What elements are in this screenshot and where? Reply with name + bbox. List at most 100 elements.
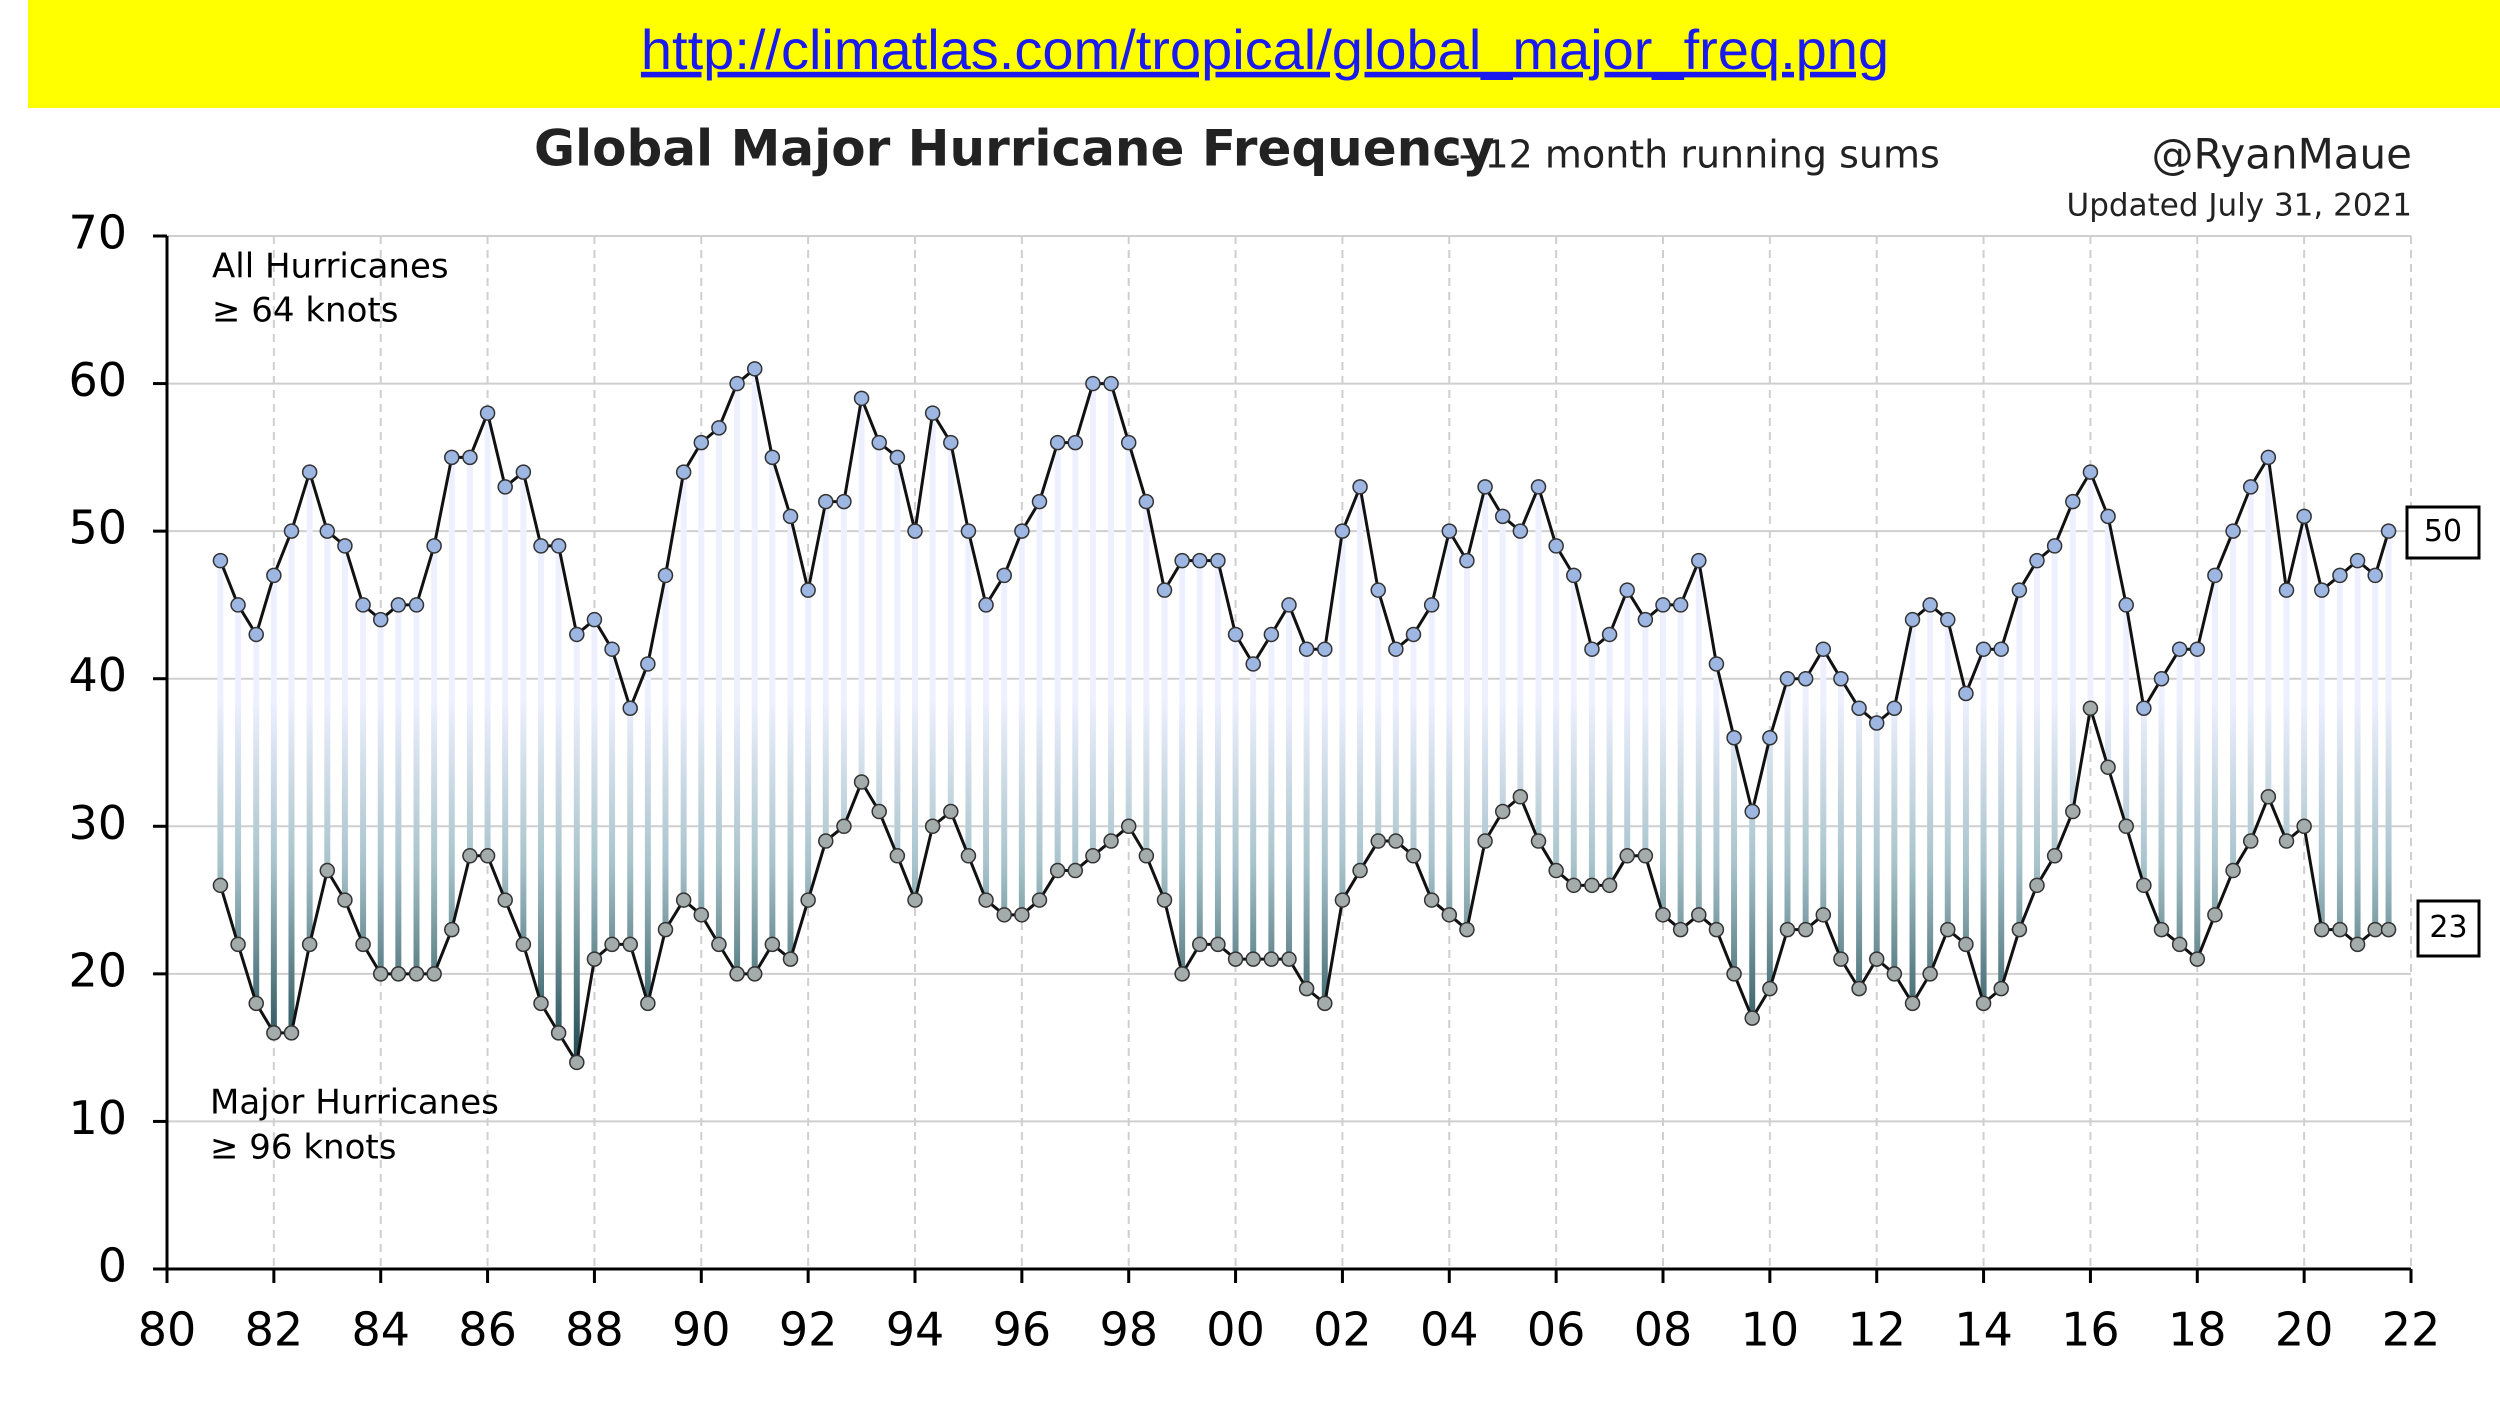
series-marker	[2242, 833, 2259, 849]
series-marker	[426, 538, 442, 554]
series-marker	[2100, 759, 2116, 776]
series-marker	[1049, 862, 1066, 879]
series-marker	[2332, 567, 2348, 584]
series-marker	[1085, 375, 1101, 392]
series-marker	[1672, 597, 1689, 613]
series-marker	[996, 907, 1012, 923]
series-marker	[1370, 833, 1386, 849]
series-marker	[2260, 449, 2277, 466]
series-marker	[1085, 848, 1101, 864]
series-marker	[1245, 951, 1261, 967]
series-marker	[248, 626, 264, 643]
series-marker	[2314, 921, 2330, 938]
end-label: 23	[2429, 910, 2467, 945]
x-tick-label: 96	[993, 1303, 1052, 1357]
series-marker	[1298, 641, 1315, 657]
series-marker	[2314, 582, 2330, 598]
chart-title: Global Major Hurricane Frequency	[534, 120, 1495, 178]
series-marker	[533, 538, 549, 554]
series-marker	[266, 1025, 282, 1041]
series-marker	[355, 597, 371, 613]
series-marker	[1779, 670, 1796, 687]
y-tick-label: 30	[68, 796, 127, 850]
series-marker	[2225, 862, 2241, 879]
series-marker	[782, 951, 799, 967]
series-marker	[1815, 907, 1832, 923]
series-marker	[1708, 921, 1725, 938]
series-marker	[301, 464, 318, 480]
chart-subtitle: -- 12 month running sums	[1445, 133, 1940, 177]
series-marker	[924, 405, 941, 421]
series-marker	[1922, 597, 1938, 613]
series-marker	[675, 464, 692, 480]
series-marker	[675, 892, 692, 908]
series-marker	[1797, 921, 1814, 938]
series-marker	[1584, 877, 1600, 894]
series-marker	[1975, 641, 1992, 657]
series-marker	[212, 877, 229, 894]
series-marker	[2349, 552, 2366, 569]
series-marker	[1192, 936, 1208, 953]
series-marker	[1227, 951, 1244, 967]
series-marker	[2367, 567, 2383, 584]
series-marker	[853, 390, 870, 407]
x-tick-label: 02	[1313, 1303, 1372, 1357]
series-marker	[1156, 892, 1173, 908]
source-url[interactable]: http://climatlas.com/tropical/global_maj…	[641, 18, 1889, 81]
series-marker	[1512, 523, 1529, 539]
series-marker	[372, 966, 389, 982]
series-marker	[711, 420, 727, 436]
series-marker	[569, 1054, 585, 1071]
updated: Updated July 31, 2021	[2067, 188, 2412, 224]
series-marker	[390, 966, 407, 982]
series-marker	[2380, 523, 2397, 539]
series-marker	[1619, 848, 1635, 864]
series-marker	[782, 508, 799, 525]
series-marker	[1227, 626, 1244, 643]
series-marker	[1334, 892, 1351, 908]
series-marker	[2100, 508, 2116, 525]
series-marker	[907, 892, 923, 908]
series-marker	[1530, 479, 1547, 495]
series-marker	[960, 523, 977, 539]
series-marker	[1103, 833, 1119, 849]
series-marker	[2046, 538, 2063, 554]
series-marker	[871, 803, 887, 820]
series-marker	[1352, 862, 1368, 879]
x-tick-label: 98	[1099, 1303, 1158, 1357]
series-marker	[1156, 582, 1173, 598]
x-tick-label: 86	[458, 1303, 517, 1357]
series-marker	[1619, 582, 1635, 598]
series-marker	[1886, 966, 1903, 982]
series-marker	[2029, 552, 2045, 569]
series-marker	[1494, 508, 1511, 525]
series-marker	[800, 582, 816, 598]
credit: @RyanMaue	[2151, 130, 2412, 179]
series-marker	[1477, 833, 1493, 849]
y-tick-label: 60	[68, 353, 127, 407]
series-marker	[657, 567, 674, 584]
series-marker	[1245, 656, 1261, 672]
end-label-box	[2405, 505, 2481, 560]
series-marker	[283, 523, 300, 539]
series-marker	[479, 405, 496, 421]
series-marker	[1210, 552, 1226, 569]
series-marker	[1405, 626, 1422, 643]
series-marker	[550, 1025, 567, 1041]
series-marker	[2367, 921, 2383, 938]
series-marker	[355, 936, 371, 953]
series-marker	[1548, 862, 1564, 879]
series-marker	[746, 966, 763, 982]
series-marker	[889, 449, 906, 466]
series-marker	[1014, 907, 1030, 923]
series-marker	[818, 493, 834, 510]
series-marker	[2296, 508, 2312, 525]
series-marker	[978, 597, 994, 613]
series-marker	[818, 833, 834, 849]
series-marker	[604, 936, 620, 953]
series-marker	[1993, 641, 2009, 657]
series-marker	[2153, 921, 2170, 938]
series-marker	[2011, 921, 2028, 938]
series-marker	[2082, 464, 2099, 480]
